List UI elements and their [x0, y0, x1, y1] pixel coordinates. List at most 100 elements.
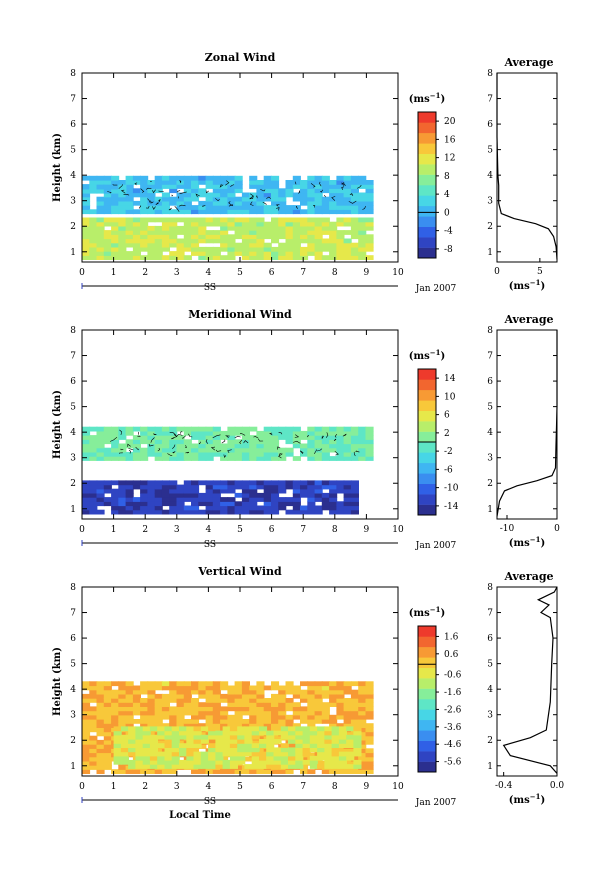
- heatmap-cell: [82, 456, 91, 461]
- heatmap-cell: [125, 480, 134, 486]
- heatmap-cell: [288, 759, 297, 765]
- heatmap-cell: [259, 743, 268, 748]
- heatmap-cell: [343, 706, 352, 712]
- heatmap-cell: [292, 693, 301, 699]
- heatmap-cell: [251, 747, 260, 753]
- heatmap-cell: [249, 710, 258, 716]
- heatmap-cell: [212, 443, 221, 449]
- heatmap-cell: [89, 238, 98, 244]
- heatmap-cell: [365, 685, 374, 691]
- heatmap-cell: [191, 217, 200, 223]
- heatmap-cell: [234, 184, 243, 189]
- heatmap-cell: [89, 447, 98, 453]
- heatmap-cell: [198, 769, 207, 774]
- heatmap-cell: [205, 200, 214, 206]
- heatmap-cell: [118, 685, 127, 691]
- heatmap-cell: [161, 723, 170, 728]
- heatmap-cell: [358, 744, 367, 749]
- heatmap-cell: [321, 681, 330, 687]
- heatmap-cell: [186, 734, 195, 740]
- heatmap-cell: [324, 747, 333, 753]
- heatmap-cell: [140, 426, 149, 432]
- heatmap-cell: [300, 492, 309, 498]
- heatmap-cell: [198, 175, 207, 181]
- heatmap-cell: [82, 200, 91, 206]
- heatmap-cell: [300, 192, 309, 198]
- heatmap-cell: [118, 689, 127, 695]
- heatmap-cell: [263, 685, 272, 691]
- heatmap-cell: [353, 751, 362, 757]
- heatmap-cell: [176, 693, 185, 699]
- heatmap-cell: [300, 230, 309, 235]
- heatmap-cell: [241, 710, 250, 716]
- heatmap-cell: [183, 693, 192, 699]
- heatmap-cell: [82, 175, 91, 181]
- heatmap-cell: [346, 739, 355, 744]
- heatmap-cell: [365, 443, 374, 449]
- heatmap-cell: [118, 196, 127, 202]
- heatmap-cell: [350, 192, 359, 198]
- heatmap-cell: [329, 769, 338, 774]
- heatmap-cell: [358, 238, 367, 244]
- heatmap-cell: [154, 230, 163, 235]
- heatmap-cell: [96, 430, 105, 436]
- heatmap-cell: [103, 693, 112, 699]
- heatmap-cell: [198, 456, 207, 461]
- heatmap-cell: [154, 217, 163, 223]
- heatmap-cell: [329, 501, 338, 507]
- profile-y-tick-label: 3: [487, 711, 493, 721]
- colorbar-unit: (ms−1): [409, 348, 445, 362]
- heatmap-cell: [96, 744, 105, 749]
- heatmap-cell: [103, 230, 112, 235]
- heatmap-cell: [249, 492, 258, 498]
- heatmap-cell: [154, 255, 163, 260]
- heatmap-cell: [256, 505, 265, 511]
- heatmap-cell: [300, 184, 309, 189]
- heatmap-cell: [169, 714, 178, 720]
- heatmap-cell: [149, 726, 158, 732]
- heatmap-cell: [161, 451, 170, 457]
- heatmap-cell: [193, 726, 202, 732]
- heatmap-cell: [154, 739, 163, 745]
- profile-frame: [496, 329, 558, 520]
- heatmap-cell: [161, 698, 170, 703]
- heatmap-cell: [314, 180, 323, 185]
- heatmap-cell: [256, 230, 265, 235]
- heatmap-cell: [241, 702, 250, 707]
- heatmap-cell: [256, 769, 265, 774]
- profile-y-tick-label: 6: [487, 634, 493, 644]
- heatmap-cell: [89, 723, 98, 728]
- heatmap-cell: [365, 217, 374, 223]
- heatmap-cell: [343, 255, 352, 260]
- heatmap-cell: [278, 505, 287, 511]
- heatmap-cell: [140, 505, 149, 511]
- heatmap-cell: [147, 710, 156, 716]
- heatmap-cell: [249, 192, 258, 198]
- heatmap-cell: [288, 726, 297, 732]
- heatmap-cell: [263, 501, 272, 507]
- heatmap-cell: [176, 184, 185, 189]
- heatmap-cell: [89, 484, 98, 490]
- heatmap-cell: [331, 759, 340, 765]
- heatmap-cell: [132, 685, 141, 691]
- heatmap-cell: [142, 751, 151, 757]
- profile-y-tick-label: 1: [487, 762, 493, 772]
- heatmap-cell: [241, 769, 250, 774]
- heatmap-cell: [89, 180, 98, 185]
- heatmap-cell: [176, 230, 185, 235]
- heatmap-cell: [103, 246, 112, 252]
- heatmap-cell: [343, 714, 352, 720]
- heatmap-cell: [169, 693, 178, 699]
- heatmap-cell: [212, 192, 221, 198]
- heatmap-cell: [125, 723, 134, 728]
- y-axis-label: Height (km): [52, 647, 63, 716]
- heatmap-cell: [183, 184, 192, 189]
- heatmap-cell: [132, 698, 141, 703]
- heatmap-cell: [256, 698, 265, 703]
- heatmap-cell: [176, 706, 185, 712]
- heatmap-cell: [132, 769, 141, 774]
- heatmap-cell: [205, 251, 214, 256]
- heatmap-cell: [227, 175, 236, 181]
- heatmap-cell: [365, 706, 374, 712]
- heatmap-cell: [338, 739, 347, 744]
